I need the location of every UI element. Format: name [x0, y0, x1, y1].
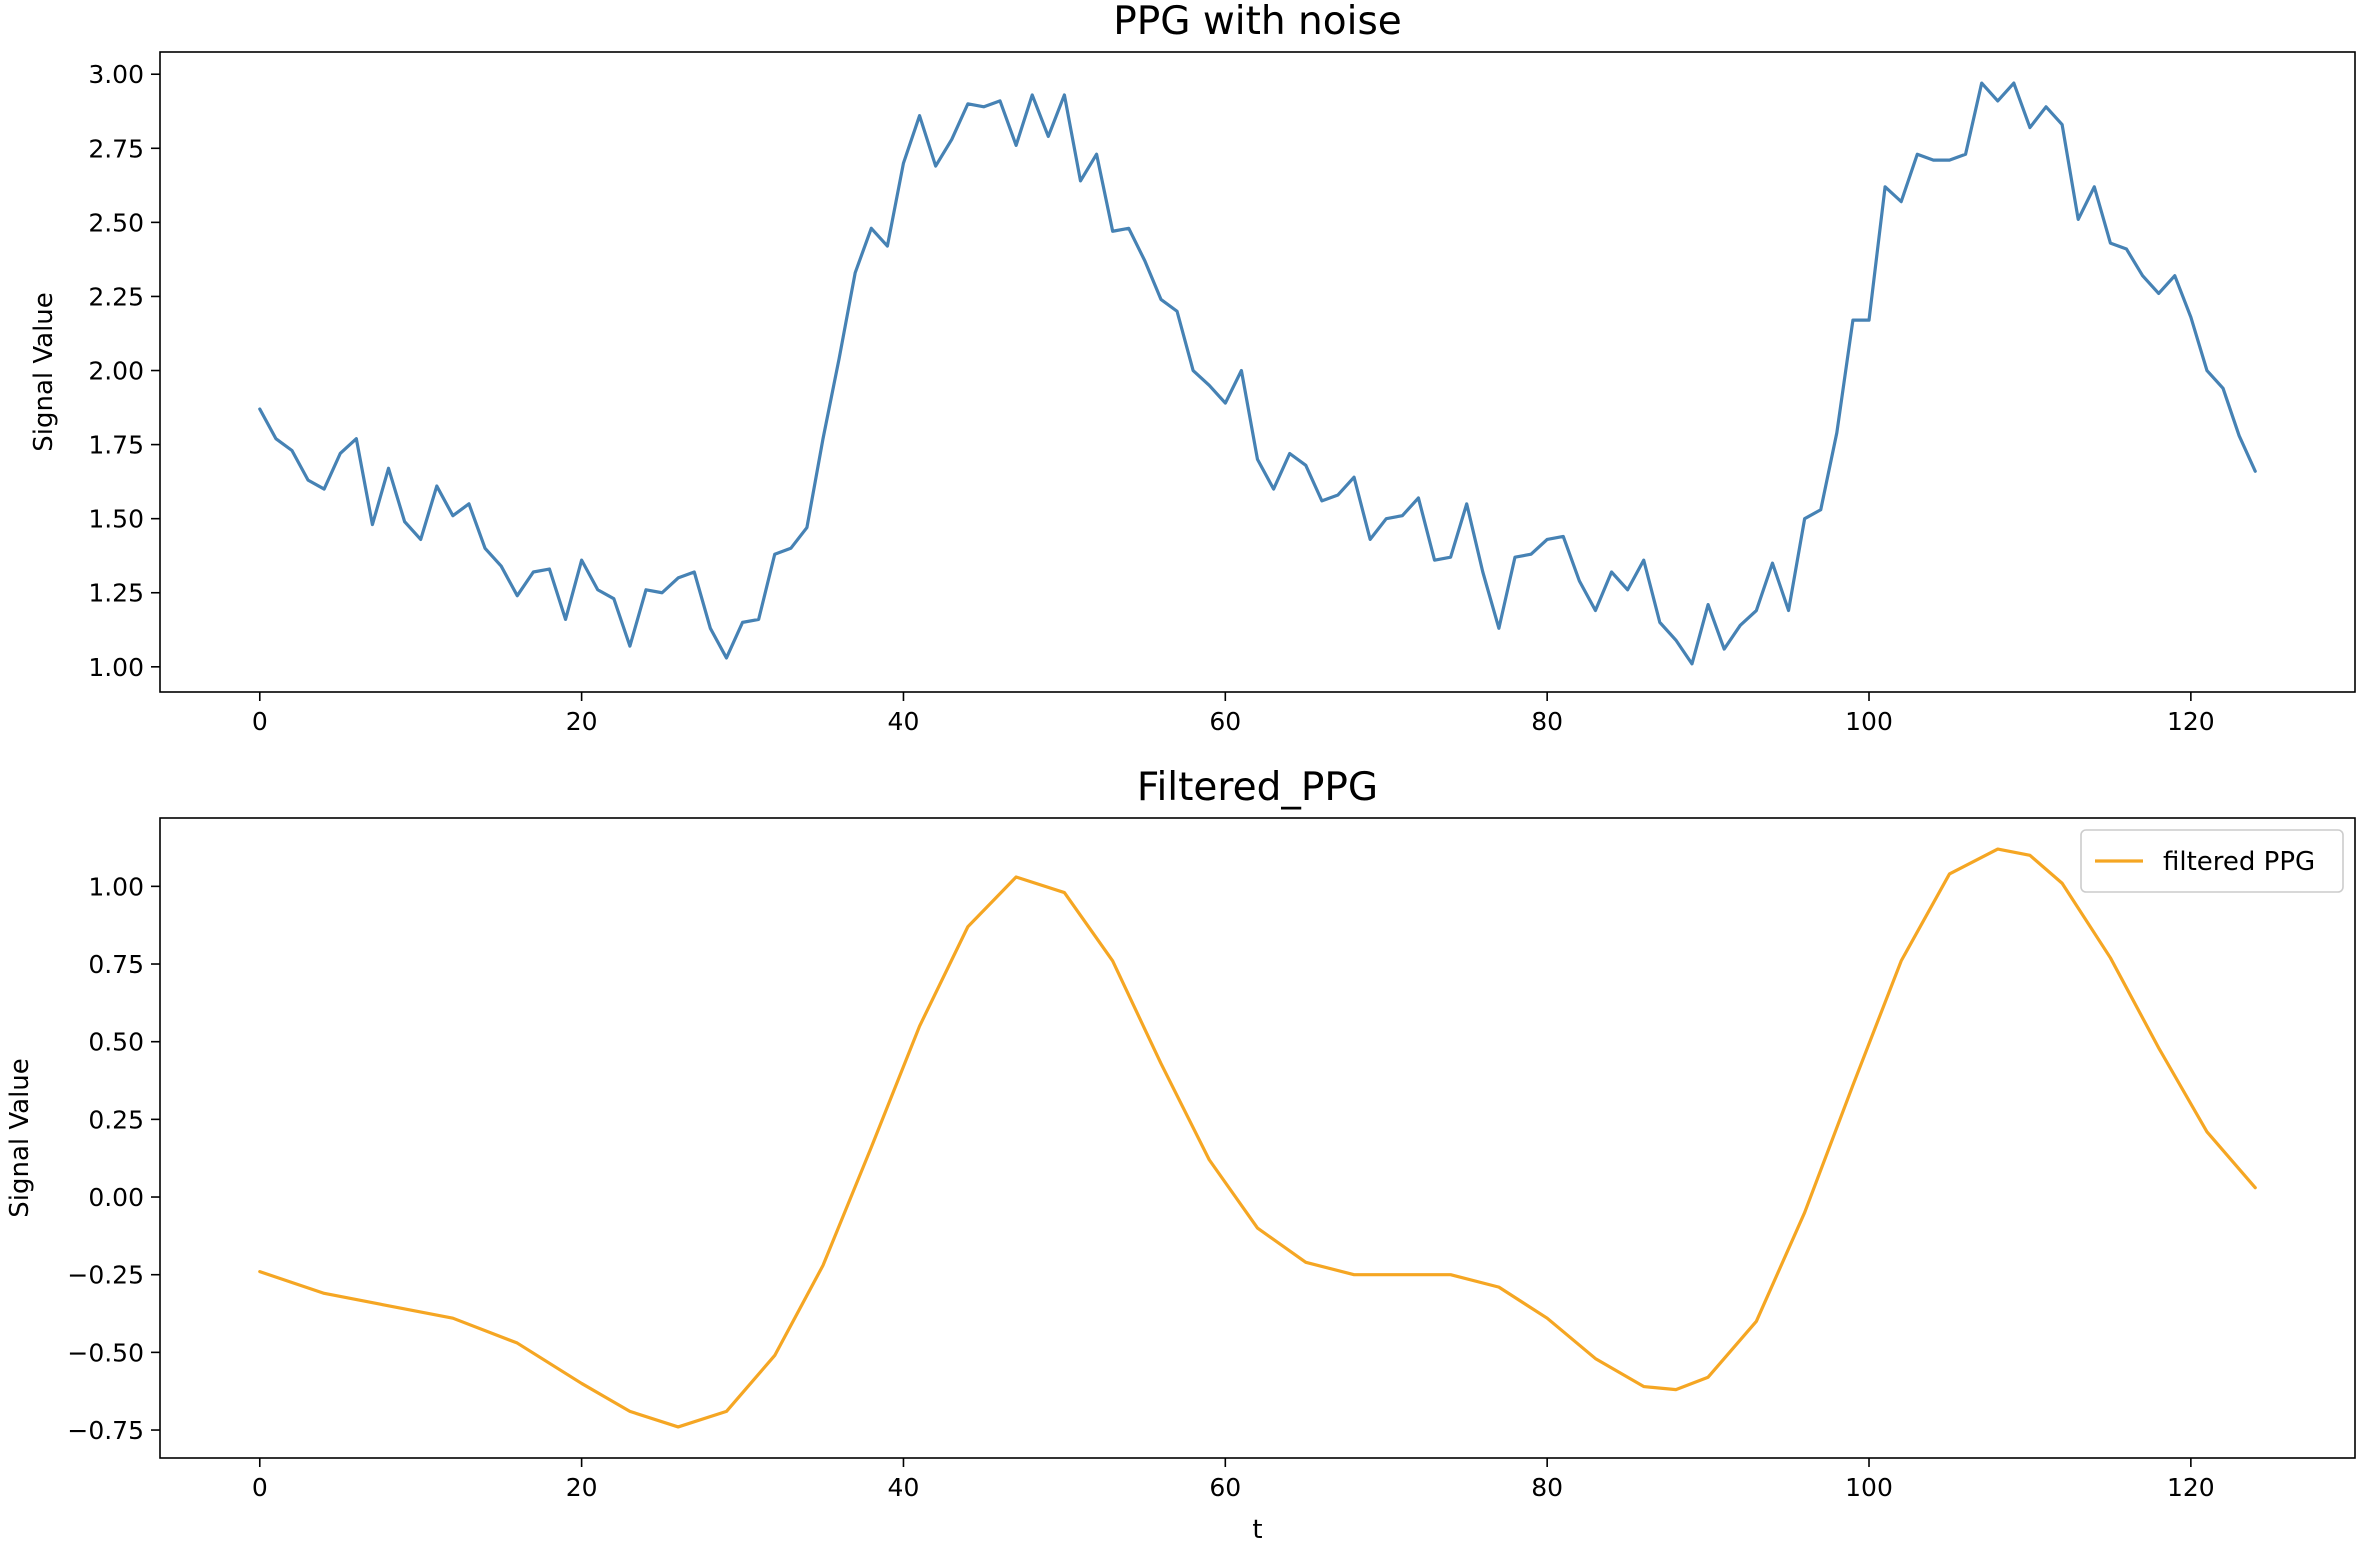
y-tick-label: 1.25 — [88, 579, 144, 608]
y-tick-label: 2.25 — [88, 282, 144, 311]
series-line-filtered-ppg — [258, 847, 2257, 1429]
x-tick-label: 40 — [888, 1473, 920, 1502]
y-tick-label: 2.50 — [88, 208, 144, 237]
y-axis-label: Signal Value — [29, 292, 59, 452]
y-tick-label: −0.25 — [67, 1261, 144, 1290]
y-tick-label: 3.00 — [88, 60, 144, 89]
y-tick-label: 0.25 — [88, 1105, 144, 1134]
x-tick-label: 100 — [1845, 707, 1893, 736]
plot-frame — [159, 51, 2356, 693]
x-tick-label: 0 — [252, 707, 268, 736]
x-tick-label: 40 — [888, 707, 920, 736]
y-tick-label: −0.50 — [67, 1338, 144, 1367]
x-tick-label: 0 — [252, 1473, 268, 1502]
legend-label: filtered PPG — [2163, 847, 2315, 877]
y-tick-label: 2.75 — [88, 134, 144, 163]
x-tick-label: 80 — [1531, 707, 1563, 736]
filtered-ppg-chart: Filtered_PPG 0 20 40 60 80 100 120 −0.75 −0.50 −0.… — [5, 765, 2356, 1545]
y-tick-label: 2.00 — [88, 357, 144, 386]
x-tick-label: 120 — [2167, 1473, 2215, 1502]
x-tick-label: 60 — [1209, 1473, 1241, 1502]
y-tick-label: −0.75 — [67, 1416, 144, 1445]
y-tick-label: 1.00 — [88, 653, 144, 682]
y-tick-label: 1.00 — [88, 872, 144, 901]
y-tick-label: 1.50 — [88, 505, 144, 534]
plot-frame — [159, 817, 2356, 1459]
x-axis-label: t — [1252, 1515, 1262, 1545]
legend: filtered PPG — [2080, 829, 2344, 893]
legend-box — [2080, 829, 2344, 893]
x-tick-label: 100 — [1845, 1473, 1893, 1502]
x-tick-label: 60 — [1209, 707, 1241, 736]
x-tick-label: 20 — [566, 707, 598, 736]
x-tick-label: 20 — [566, 1473, 598, 1502]
series-line-signal — [258, 81, 2257, 666]
y-tick-label: 1.75 — [88, 431, 144, 460]
x-tick-label: 80 — [1531, 1473, 1563, 1502]
y-axis-label: Signal Value — [5, 1058, 35, 1218]
noisy-ppg-chart: PPG with noise 0 20 40 60 80 100 120 1.00 1.25 1.5… — [29, 0, 2356, 736]
y-tick-label: 0.75 — [88, 950, 144, 979]
x-tick-label: 120 — [2167, 707, 2215, 736]
chart-title: PPG with noise — [1113, 0, 1402, 44]
y-tick-label: 0.00 — [88, 1183, 144, 1212]
y-tick-label: 0.50 — [88, 1028, 144, 1057]
chart-title: Filtered_PPG — [1137, 765, 1378, 810]
